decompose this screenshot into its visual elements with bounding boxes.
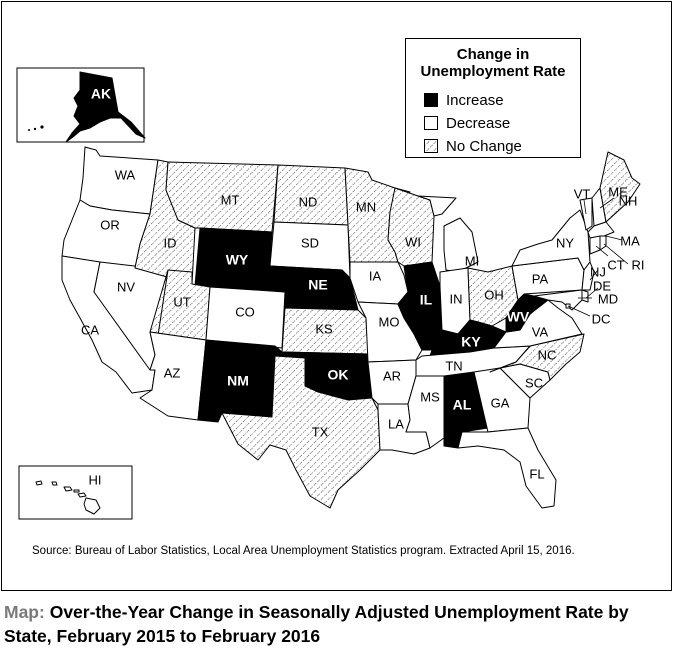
alaska-island <box>40 125 44 129</box>
map-caption: Map: Over-the-Year Change in Seasonally … <box>4 600 672 648</box>
state-label-az: AZ <box>164 365 181 380</box>
state-label-ny: NY <box>556 235 574 250</box>
leader-lines <box>567 197 629 317</box>
state-hi <box>35 480 101 515</box>
state-mi <box>417 195 479 273</box>
state-nc <box>489 333 585 381</box>
state-il <box>397 261 443 351</box>
state-label-ms: MS <box>420 389 440 404</box>
state-label-wi: WI <box>405 234 421 249</box>
state-label-wa: WA <box>115 167 136 182</box>
state-ak <box>65 71 146 143</box>
state-label-sd: SD <box>301 235 319 250</box>
state-label-oh: OH <box>484 287 504 302</box>
state-label-id: ID <box>164 235 177 250</box>
state-label-or: OR <box>100 217 120 232</box>
state-label-mo: MO <box>379 314 400 329</box>
state-label-mn: MN <box>356 199 376 214</box>
state-ct <box>589 235 601 255</box>
state-label-mt: MT <box>221 192 240 207</box>
state-label-me: ME <box>608 184 628 199</box>
state-label-ga: GA <box>491 395 510 410</box>
legend-swatch-increase <box>424 93 438 107</box>
legend-swatch-no-change <box>424 139 438 153</box>
state-label-al: AL <box>453 397 472 413</box>
state-label-wv: WV <box>507 309 530 325</box>
state-label-ky: KY <box>461 334 481 350</box>
state-label-ct: CT <box>607 257 624 272</box>
state-label-nj: NJ <box>590 264 606 279</box>
state-label-la: LA <box>388 416 404 431</box>
state-label-nc: NC <box>538 347 557 362</box>
alaska-island <box>33 127 37 131</box>
state-nj <box>581 261 595 291</box>
source-note: Source: Bureau of Labor Statistics, Loca… <box>32 545 575 557</box>
state-label-sc: SC <box>525 375 543 390</box>
state-label-de: DE <box>593 278 611 293</box>
state-label-wy: WY <box>226 252 249 268</box>
state-ny <box>511 209 591 271</box>
state-labels: AK HI WA OR CA NV ID MT WY UT CO AZ NM ND SD NE KS OK TX MN… <box>81 86 645 488</box>
state-label-ca: CA <box>81 322 99 337</box>
legend-label-decrease: Decrease <box>446 114 511 132</box>
state-label-ut: UT <box>173 294 190 309</box>
state-label-ri: RI <box>632 257 645 272</box>
state-label-ia: IA <box>369 268 382 283</box>
caption-prefix: Map: <box>4 602 45 622</box>
state-label-nd: ND <box>299 194 318 209</box>
state-label-pa: PA <box>532 271 549 286</box>
legend: Change in Unemployment Rate Increase Dec… <box>405 38 581 158</box>
state-label-md: MD <box>598 291 618 306</box>
state-label-ar: AR <box>383 368 401 383</box>
state-tx <box>221 355 381 509</box>
state-me <box>599 151 641 223</box>
legend-title-line2: Unemployment Rate <box>420 63 566 80</box>
state-label-co: CO <box>235 304 255 319</box>
state-label-ak: AK <box>91 86 111 102</box>
legend-item-increase: Increase <box>424 91 504 109</box>
state-label-ok: OK <box>328 367 349 383</box>
state-label-tx: TX <box>312 424 329 439</box>
state-ri <box>599 235 607 251</box>
state-label-va: VA <box>532 324 549 339</box>
state-label-dc: DC <box>592 311 611 326</box>
legend-label-increase: Increase <box>446 91 504 109</box>
state-label-ma: MA <box>620 233 640 248</box>
state-label-in: IN <box>450 291 463 306</box>
state-label-nh: NH <box>619 193 638 208</box>
legend-item-no-change: No Change <box>424 137 522 155</box>
state-label-nm: NM <box>227 373 249 389</box>
state-label-mi: MI <box>465 253 479 268</box>
state-label-il: IL <box>420 292 433 308</box>
legend-label-no-change: No Change <box>446 137 522 155</box>
alaska-island <box>28 129 30 131</box>
state-label-fl: FL <box>529 466 544 481</box>
legend-title: Change in Unemployment Rate <box>406 46 580 80</box>
legend-title-line1: Change in <box>456 46 530 63</box>
legend-item-decrease: Decrease <box>424 114 510 132</box>
state-label-vt: VT <box>574 186 591 201</box>
state-label-tn: TN <box>445 358 462 373</box>
us-map: AK HI WA OR CA NV ID MT WY UT CO AZ NM ND SD NE KS OK TX MN… <box>16 67 645 520</box>
state-label-nv: NV <box>117 279 135 294</box>
caption-title: Over-the-Year Change in Seasonally Adjus… <box>4 602 629 646</box>
legend-swatch-decrease <box>424 116 438 130</box>
state-label-ks: KS <box>315 321 333 336</box>
state-fl <box>457 427 557 509</box>
state-label-hi: HI <box>89 472 102 487</box>
state-label-ne: NE <box>308 277 327 293</box>
state-de <box>581 289 589 303</box>
